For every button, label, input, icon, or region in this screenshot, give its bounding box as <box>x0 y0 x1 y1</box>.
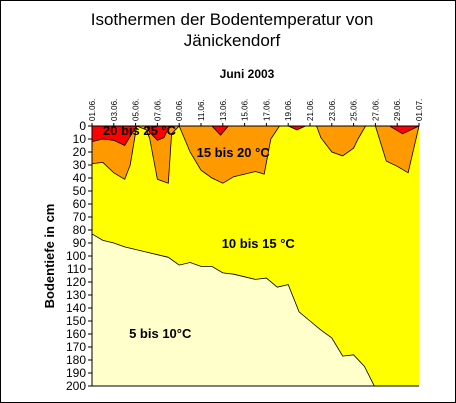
y-axis-ticks: 0102030405060708090100110120130140150160… <box>66 119 92 393</box>
y-tick-label: 90 <box>73 236 87 250</box>
x-tick-label: 29.06. <box>393 99 402 121</box>
x-tick-label: 15.06. <box>241 99 250 121</box>
x-tick-label: 19.06. <box>284 99 293 121</box>
x-tick-label: 13.06. <box>219 99 228 121</box>
y-tick-label: 100 <box>66 249 86 263</box>
y-tick-label: 120 <box>66 275 86 289</box>
x-tick-label: 01.07. <box>415 99 424 121</box>
region-20-25-patch <box>91 125 138 147</box>
region-label: 20 bis 25 °C <box>103 123 177 138</box>
y-tick-label: 60 <box>73 197 87 211</box>
y-tick-label: 10 <box>73 132 87 146</box>
y-tick-label: 130 <box>66 288 86 302</box>
y-tick-label: 50 <box>73 184 87 198</box>
y-tick-label: 190 <box>66 366 86 380</box>
y-tick-label: 150 <box>66 314 86 328</box>
y-tick-label: 160 <box>66 327 86 341</box>
region-label: 10 bis 15 °C <box>222 236 296 251</box>
x-tick-label: 17.06. <box>262 99 271 121</box>
region-label: 5 bis 10°C <box>129 326 192 341</box>
y-tick-label: 110 <box>67 262 86 276</box>
x-tick-label: 05.06. <box>132 99 141 121</box>
y-tick-label: 70 <box>73 210 87 224</box>
x-tick-label: 03.06. <box>110 99 119 121</box>
chart-title-line1: Isothermen der Bodentemperatur von <box>91 10 374 29</box>
plot-area <box>91 125 420 387</box>
region-5-10 <box>91 233 375 387</box>
x-tick-label: 21.06. <box>306 99 315 121</box>
x-tick-label: 11.06. <box>197 99 206 121</box>
y-axis-label: Bodentiefe in cm <box>42 204 57 309</box>
x-tick-label: 23.06. <box>328 99 337 121</box>
y-tick-label: 40 <box>73 171 87 185</box>
y-tick-label: 180 <box>66 353 86 367</box>
region-labels: 20 bis 25 °C 15 bis 20 °C 10 bis 15 °C 5 bi… <box>103 123 296 341</box>
region-label: 15 bis 20 °C <box>197 145 271 160</box>
y-tick-label: 20 <box>73 145 87 159</box>
y-tick-label: 170 <box>66 340 86 354</box>
chart-subtitle: Juni 2003 <box>220 67 275 81</box>
x-tick-label: 27.06. <box>371 99 380 121</box>
y-tick-label: 30 <box>73 158 87 172</box>
chart-title-line2: Jänickendorf <box>184 31 281 50</box>
x-tick-label: 07.06. <box>153 99 162 121</box>
y-tick-label: 200 <box>66 379 86 393</box>
x-tick-label: 01.06. <box>88 99 97 121</box>
x-tick-label: 09.06. <box>175 99 184 121</box>
y-tick-label: 140 <box>66 301 86 315</box>
y-tick-label: 0 <box>79 119 86 133</box>
y-tick-label: 80 <box>73 223 87 237</box>
x-tick-label: 25.06. <box>350 99 359 121</box>
x-axis-ticks: 01.06. 03.06. 05.06. 07.06. 09.06. 11.06. 13.0… <box>88 99 424 126</box>
